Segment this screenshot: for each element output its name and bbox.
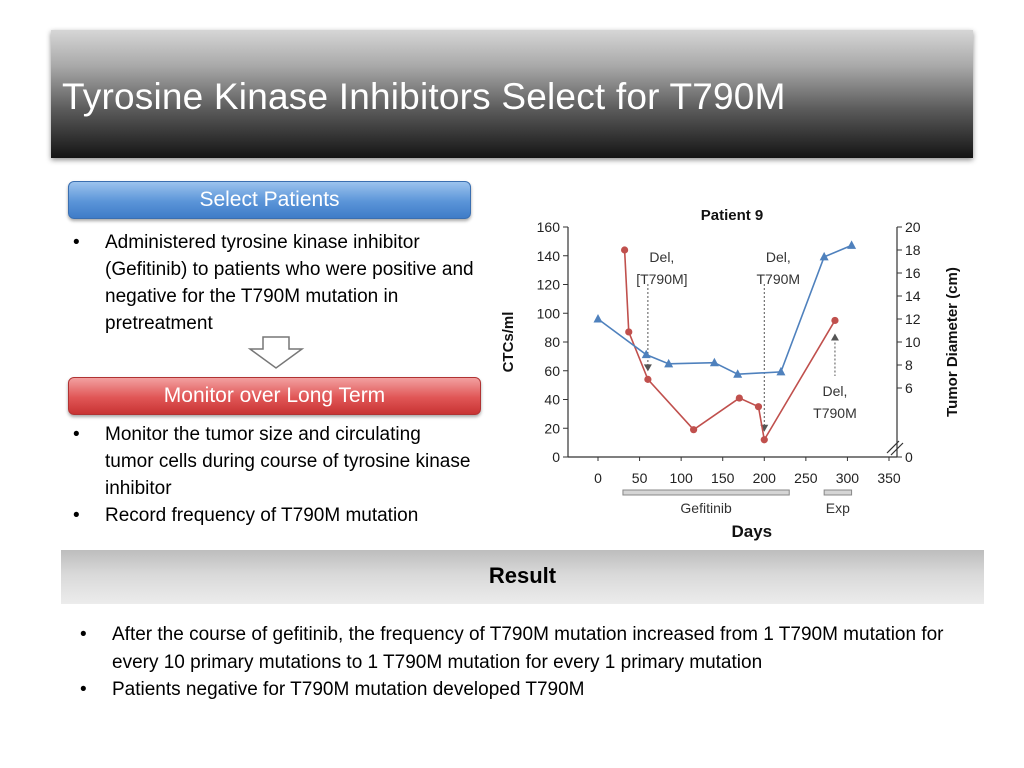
result-bullet-2: Patients negative for T790M mutation dev… xyxy=(76,676,976,704)
title-bar: Tyrosine Kinase Inhibitors Select for T7… xyxy=(51,30,973,158)
annotation-text: [T790M] xyxy=(636,271,687,287)
result-bullet-1: After the course of gefitinib, the frequ… xyxy=(76,621,976,676)
x-tick-label: 250 xyxy=(794,470,818,486)
x-tick-label: 50 xyxy=(632,470,648,486)
x-tick-label: 300 xyxy=(836,470,860,486)
x-tick-label: 0 xyxy=(594,470,602,486)
down-arrow-icon xyxy=(247,336,305,369)
x-tick-label: 350 xyxy=(877,470,901,486)
data-point xyxy=(690,426,698,434)
chart-title: Patient 9 xyxy=(701,207,764,224)
data-point xyxy=(593,314,603,323)
y2-tick-label: 6 xyxy=(905,380,913,396)
monitor-bullet-2: Record frequency of T790M mutation xyxy=(69,502,474,529)
axis-break-mark xyxy=(886,440,900,454)
select-bullet-1: Administered tyrosine kinase inhibitor (… xyxy=(69,229,474,337)
axis-break-mark xyxy=(890,442,904,456)
result-label: Result xyxy=(488,563,557,588)
y-tick-label: 60 xyxy=(544,363,560,379)
patient9-chart: Patient 90204060801001201401600681012141… xyxy=(500,207,961,541)
data-point xyxy=(760,436,768,444)
y2-tick-label: 18 xyxy=(905,242,921,258)
y-tick-label: 40 xyxy=(544,392,560,408)
y-axis-title: CTCs/ml xyxy=(500,312,517,373)
select-patients-bullets: Administered tyrosine kinase inhibitor (… xyxy=(69,229,474,337)
y-tick-label: 160 xyxy=(537,219,561,235)
x-tick-label: 200 xyxy=(753,470,777,486)
y-tick-label: 120 xyxy=(537,277,561,293)
annotation-text: Del, xyxy=(823,383,848,399)
series-line xyxy=(623,249,836,443)
data-point xyxy=(735,394,743,402)
data-point xyxy=(847,240,857,249)
y-tick-label: 80 xyxy=(544,334,560,350)
result-band: Result xyxy=(61,550,984,604)
annotation-text: Del, xyxy=(766,249,791,265)
data-point xyxy=(709,357,719,367)
result-bullets: After the course of gefitinib, the frequ… xyxy=(76,621,976,704)
y-tick-label: 20 xyxy=(544,420,560,436)
data-point xyxy=(754,403,763,411)
annotation-arrowhead xyxy=(643,364,652,372)
y2-tick-label: 16 xyxy=(905,265,921,281)
slide-title: Tyrosine Kinase Inhibitors Select for T7… xyxy=(62,76,786,117)
data-point xyxy=(831,316,839,325)
x-tick-label: 100 xyxy=(669,470,693,486)
data-point xyxy=(644,375,652,383)
data-point xyxy=(733,369,743,378)
monitor-label: Monitor over Long Term xyxy=(68,377,481,415)
x-tick-label: 150 xyxy=(711,470,735,486)
y2-tick-label: 0 xyxy=(905,449,913,465)
annotation-text: T790M xyxy=(813,405,857,421)
treatment-label: Exp xyxy=(826,500,850,516)
data-point xyxy=(625,328,633,336)
annotation-text: Del, xyxy=(649,249,674,265)
y2-tick-label: 14 xyxy=(905,288,921,304)
data-point xyxy=(664,358,674,368)
y-tick-label: 140 xyxy=(537,248,561,264)
treatment-bar xyxy=(823,489,853,496)
data-point xyxy=(776,366,786,376)
monitor-bullets: Monitor the tumor size and circulating t… xyxy=(69,421,474,529)
y2-tick-label: 12 xyxy=(905,311,921,327)
treatment-bar xyxy=(622,489,790,496)
annotation-text: T790M xyxy=(756,271,800,287)
monitor-bullet-1: Monitor the tumor size and circulating t… xyxy=(69,421,474,502)
y2-axis-title: Tumor Diameter (cm) xyxy=(944,267,961,417)
y-tick-label: 100 xyxy=(537,305,561,321)
data-point xyxy=(641,349,651,359)
select-patients-label: Select Patients xyxy=(68,181,471,219)
y2-tick-label: 8 xyxy=(905,357,913,373)
y2-tick-label: 10 xyxy=(905,334,921,350)
y2-tick-label: 20 xyxy=(905,219,921,235)
y-tick-label: 0 xyxy=(552,449,560,465)
annotation-arrowhead xyxy=(830,333,839,341)
treatment-label: Gefitinib xyxy=(680,500,732,516)
data-point xyxy=(621,246,629,254)
series-line xyxy=(597,244,852,376)
x-axis-title: Days xyxy=(731,522,772,541)
data-point xyxy=(819,251,829,261)
